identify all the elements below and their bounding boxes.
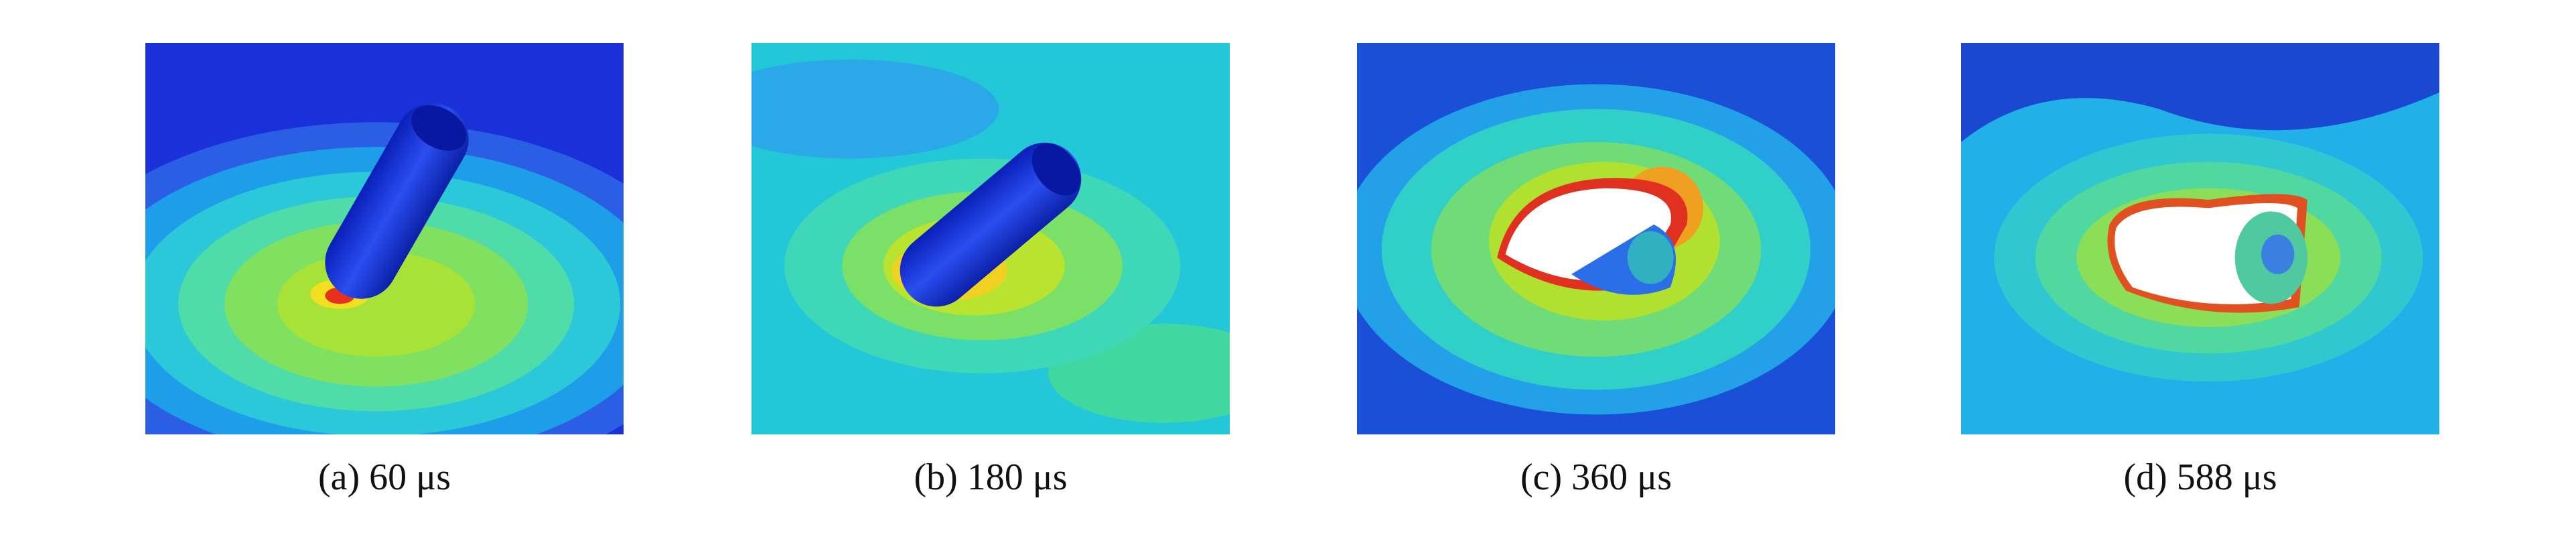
- caption: (d) 588 μs: [2123, 457, 2277, 498]
- caption: (a) 60 μs: [318, 457, 451, 498]
- panel-d-image: [1961, 43, 2439, 434]
- caption: (b) 180 μs: [914, 457, 1068, 498]
- caption: (c) 360 μs: [1520, 457, 1672, 498]
- panel-b-image: [752, 43, 1230, 434]
- panel-a-image: [145, 43, 624, 434]
- panel-c-image: [1357, 43, 1835, 434]
